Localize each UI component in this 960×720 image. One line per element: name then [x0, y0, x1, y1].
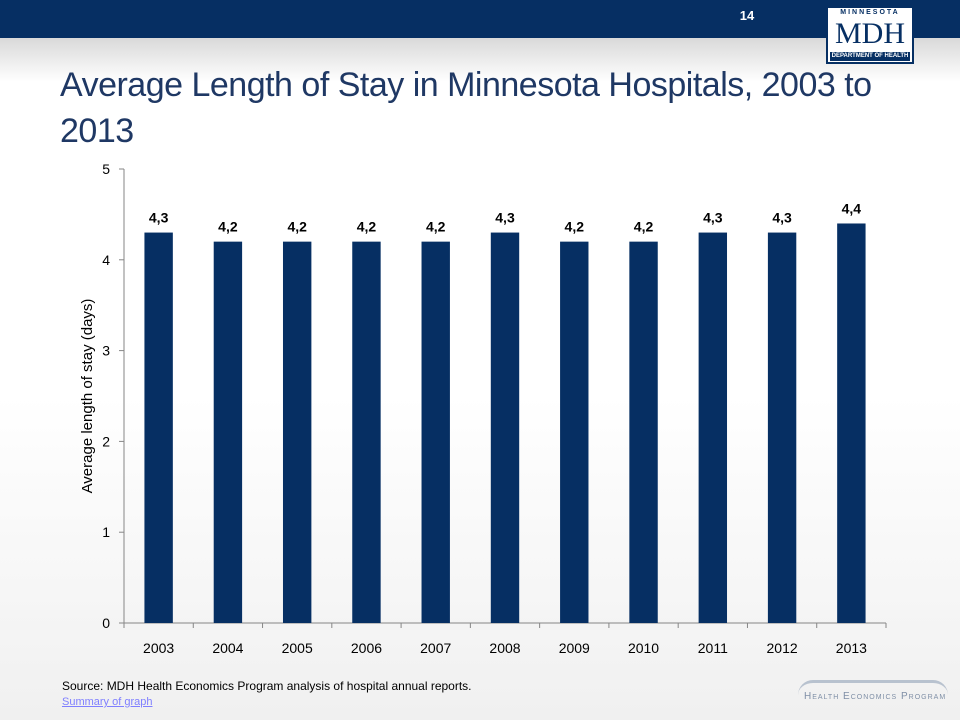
- bar-2013: [837, 223, 866, 624]
- data-label-2013: 4,4: [842, 200, 862, 216]
- data-label-2009: 4,2: [565, 219, 585, 235]
- bar-2008: [490, 232, 520, 623]
- data-label-2003: 4,3: [149, 210, 169, 226]
- x-tick-label-2009: 2009: [559, 640, 590, 656]
- summary-link[interactable]: Summary of graph: [62, 696, 153, 708]
- x-tick-label-2006: 2006: [351, 640, 382, 656]
- header-bar: [0, 0, 960, 38]
- bar-2003: [144, 232, 173, 623]
- bar-2006: [352, 241, 381, 623]
- x-tick-label-2013: 2013: [836, 640, 867, 656]
- hep-logo-arc: [798, 680, 948, 695]
- y-tick-label: 0: [102, 615, 110, 631]
- x-tick-label-2003: 2003: [143, 640, 174, 656]
- health-economics-program-logo: Health Economics Program: [798, 680, 958, 710]
- logo-main-text: MDH: [834, 17, 905, 50]
- mdh-logo: MINNESOTA MDH DEPARTMENT OF HEALTH: [826, 6, 914, 64]
- x-tick-label-2010: 2010: [628, 640, 659, 656]
- y-tick-label: 4: [102, 252, 110, 268]
- y-axis-label: Average length of stay (days): [79, 299, 96, 494]
- bar-2005: [282, 241, 312, 623]
- slide-title: Average Length of Stay in Minnesota Hosp…: [60, 66, 872, 150]
- bar-2004: [213, 241, 243, 623]
- hep-logo-text: Health Economics Program: [804, 691, 947, 702]
- bar-2007: [421, 241, 450, 623]
- bar-2009: [560, 241, 589, 623]
- data-label-2010: 4,2: [634, 219, 654, 235]
- x-tick-label-2011: 2011: [698, 640, 728, 656]
- source-note: Source: MDH Health Economics Program ana…: [62, 679, 472, 693]
- y-tick-label: 5: [102, 161, 110, 177]
- x-tick-label-2008: 2008: [489, 640, 520, 656]
- bar-2012: [767, 232, 797, 623]
- x-tick-label-2007: 2007: [420, 640, 451, 656]
- logo-top-text: MINNESOTA: [840, 9, 900, 16]
- header-shade: [0, 38, 960, 82]
- data-label-2011: 4,3: [703, 210, 723, 226]
- slide-number: 14: [739, 8, 755, 23]
- x-tick-label-2005: 2005: [282, 640, 313, 656]
- data-label-2005: 4,2: [287, 219, 307, 235]
- data-label-2004: 4,2: [218, 219, 238, 235]
- logo-bottom-text: DEPARTMENT OF HEALTH: [830, 52, 910, 61]
- bar-2011: [698, 232, 728, 623]
- bar-2010: [629, 241, 658, 623]
- data-label-2006: 4,2: [357, 219, 377, 235]
- data-label-2012: 4,3: [772, 210, 792, 226]
- y-tick-label: 3: [102, 343, 110, 359]
- x-tick-label-2004: 2004: [212, 640, 243, 656]
- y-tick-label: 1: [102, 524, 110, 540]
- x-tick-label-2012: 2012: [767, 640, 798, 656]
- data-label-2008: 4,3: [495, 210, 515, 226]
- y-tick-label: 2: [102, 433, 110, 449]
- data-label-2007: 4,2: [426, 219, 446, 235]
